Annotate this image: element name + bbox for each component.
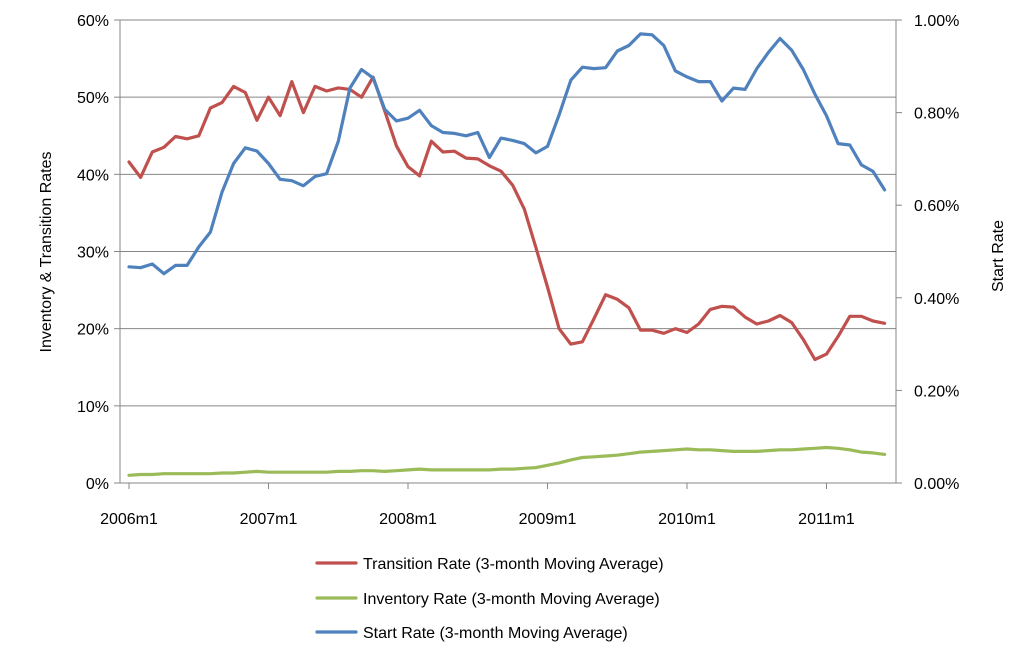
x-tick-label: 2006m1: [100, 511, 158, 528]
left-y-tick-label: 50%: [77, 90, 109, 107]
left-y-tick-label: 20%: [77, 322, 109, 339]
right-y-tick-label: 1.00%: [914, 13, 959, 30]
left-y-tick-labels: 0% 10% 20% 30% 40% 50% 60%: [77, 13, 120, 493]
right-y-tick-label: 0.00%: [914, 476, 959, 493]
x-tick-label: 2008m1: [379, 511, 437, 528]
x-tick-label: 2009m1: [519, 511, 577, 528]
right-y-tick-label: 0.60%: [914, 198, 959, 215]
series-line-1: [127, 75, 887, 362]
right-axis-title: Start Rate: [990, 220, 1007, 292]
x-tick-label: 2011m1: [798, 511, 855, 528]
left-y-tick-label: 60%: [77, 13, 109, 30]
legend: Transition Rate (3-month Moving Average)…: [315, 556, 664, 642]
x-tick-label: 2010m1: [658, 511, 716, 528]
left-y-tick-label: 30%: [77, 245, 109, 262]
left-axis-title: Inventory & Transition Rates: [38, 152, 55, 353]
series-line-2: [127, 445, 887, 477]
left-y-tick-label: 0%: [86, 476, 109, 493]
legend-label-3: Start Rate (3-month Moving Average): [363, 625, 628, 642]
right-y-tick-label: 0.40%: [914, 291, 959, 308]
left-y-tick-label: 10%: [77, 399, 109, 416]
legend-label-2: Inventory Rate (3-month Moving Average): [363, 591, 660, 608]
x-tick-labels: 2006m1 2007m1 2008m1 2009m1 2010m1 2011m1: [100, 483, 855, 528]
right-y-tick-label: 0.20%: [914, 383, 959, 400]
right-y-tick-labels: 0.00% 0.20% 0.40% 0.60% 0.80% 1.00%: [896, 13, 959, 493]
legend-label-1: Transition Rate (3-month Moving Average): [363, 556, 664, 573]
series-line-3: [127, 32, 887, 276]
left-y-tick-label: 40%: [77, 167, 109, 184]
gridlines: [120, 19, 896, 407]
series-lines: [127, 32, 887, 477]
x-tick-label: 2007m1: [240, 511, 298, 528]
right-y-tick-label: 0.80%: [914, 106, 959, 123]
